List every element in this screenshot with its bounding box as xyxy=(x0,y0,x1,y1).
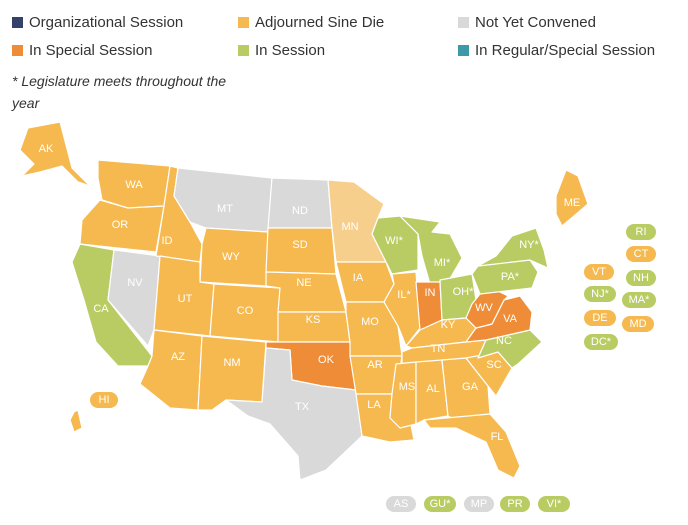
state-label-NV: NV xyxy=(127,277,143,289)
state-label-MT: MT xyxy=(217,203,233,215)
state-label-MI: MI* xyxy=(434,257,451,269)
state-label-NM: NM xyxy=(223,357,240,369)
legend-swatch xyxy=(238,45,249,56)
state-label-MS: MS xyxy=(399,381,416,393)
legend: Organizational Session Adjourned Sine Di… xyxy=(12,12,682,62)
state-TX[interactable] xyxy=(225,347,363,481)
state-pill-MD[interactable]: MD xyxy=(622,316,654,332)
legend-swatch xyxy=(238,17,249,28)
state-label-AL: AL xyxy=(426,383,439,395)
territory-pill-PR[interactable]: PR xyxy=(500,496,530,512)
state-label-AK: AK xyxy=(39,143,54,155)
state-label-AZ: AZ xyxy=(171,351,185,363)
state-pill-RI[interactable]: RI xyxy=(626,224,656,240)
state-label-SD: SD xyxy=(292,239,307,251)
state-label-FL: FL xyxy=(491,431,504,443)
state-IA[interactable] xyxy=(335,261,395,303)
state-label-IA: IA xyxy=(353,272,364,284)
state-pill-VT[interactable]: VT xyxy=(584,264,614,280)
state-IL[interactable] xyxy=(383,271,421,347)
legend-item-insession: In Session xyxy=(238,42,325,59)
state-label-MO: MO xyxy=(361,316,379,328)
legend-swatch xyxy=(12,17,23,28)
legend-item-special: In Special Session xyxy=(12,42,152,59)
state-label-MN: MN xyxy=(341,221,358,233)
legend-swatch xyxy=(458,17,469,28)
state-pill-MA[interactable]: MA* xyxy=(622,292,656,308)
state-label-GA: GA xyxy=(462,381,479,393)
state-label-ND: ND xyxy=(292,205,308,217)
state-label-NY: NY* xyxy=(519,239,539,251)
state-HI[interactable] xyxy=(61,387,83,433)
state-NM[interactable] xyxy=(197,335,267,411)
territory-pill-AS[interactable]: AS xyxy=(386,496,416,512)
legend-label: In Session xyxy=(255,42,326,59)
legend-item-regularspecial: In Regular/Special Session xyxy=(458,42,655,59)
state-ND[interactable] xyxy=(267,177,333,229)
state-label-AR: AR xyxy=(367,359,382,371)
state-label-SC: SC xyxy=(486,359,501,371)
state-label-NC: NC xyxy=(496,335,512,347)
state-ME[interactable] xyxy=(555,169,589,227)
state-label-TN: TN xyxy=(431,343,446,355)
state-label-ME: ME xyxy=(564,197,581,209)
state-label-WV: WV xyxy=(475,302,493,314)
state-label-IN: IN xyxy=(425,287,436,299)
legend-swatch xyxy=(458,45,469,56)
legend-item-notconvened: Not Yet Convened xyxy=(458,14,596,31)
territory-pill-MP[interactable]: MP xyxy=(464,496,494,512)
state-label-WY: WY xyxy=(222,251,240,263)
state-pill-DE[interactable]: DE xyxy=(584,310,616,326)
state-pill-DC[interactable]: DC* xyxy=(584,334,618,350)
state-NY[interactable] xyxy=(477,227,549,269)
legend-item-adjourned: Adjourned Sine Die xyxy=(238,14,384,31)
legend-label: Not Yet Convened xyxy=(475,14,596,31)
legend-swatch xyxy=(12,45,23,56)
state-OR[interactable] xyxy=(79,199,165,253)
state-label-HI: HI xyxy=(99,394,110,406)
state-AK[interactable] xyxy=(19,121,91,187)
state-label-KS: KS xyxy=(306,314,321,326)
state-label-WI: WI* xyxy=(385,235,403,247)
state-label-ID: ID xyxy=(162,235,173,247)
state-label-WA: WA xyxy=(125,179,143,191)
state-pill-CT[interactable]: CT xyxy=(626,246,656,262)
state-label-PA: PA* xyxy=(501,271,520,283)
state-label-KY: KY xyxy=(441,319,456,331)
legislature-note: * Legislature meets throughout the year xyxy=(12,73,227,111)
legend-label: In Special Session xyxy=(29,42,153,59)
state-AL[interactable] xyxy=(415,359,449,425)
state-WY[interactable] xyxy=(199,227,269,287)
state-label-NE: NE xyxy=(296,277,311,289)
state-label-CA: CA xyxy=(93,303,109,315)
state-FL[interactable] xyxy=(423,413,521,479)
state-label-UT: UT xyxy=(178,293,193,305)
state-label-OK: OK xyxy=(318,354,335,366)
state-label-TX: TX xyxy=(295,401,310,413)
state-label-IL: IL* xyxy=(397,289,411,301)
state-label-OH: OH* xyxy=(453,286,475,298)
state-SD[interactable] xyxy=(265,227,337,275)
legend-label: Adjourned Sine Die xyxy=(255,14,385,31)
state-label-VA: VA xyxy=(503,313,518,325)
state-label-LA: LA xyxy=(367,399,381,411)
state-pill-NH[interactable]: NH xyxy=(626,270,656,286)
state-label-OR: OR xyxy=(112,219,129,231)
legend-label: Organizational Session xyxy=(29,14,184,31)
state-pill-NJ[interactable]: NJ* xyxy=(584,286,616,302)
territory-pill-VI[interactable]: VI* xyxy=(538,496,570,512)
legend-item-organizational: Organizational Session xyxy=(12,14,183,31)
state-pill-HI[interactable] xyxy=(90,392,118,408)
territory-pill-GU[interactable]: GU* xyxy=(424,496,456,512)
state-MI[interactable] xyxy=(399,215,463,285)
state-label-CO: CO xyxy=(237,305,254,317)
state-NV[interactable] xyxy=(107,249,161,347)
legend-label: In Regular/Special Session xyxy=(475,42,656,59)
